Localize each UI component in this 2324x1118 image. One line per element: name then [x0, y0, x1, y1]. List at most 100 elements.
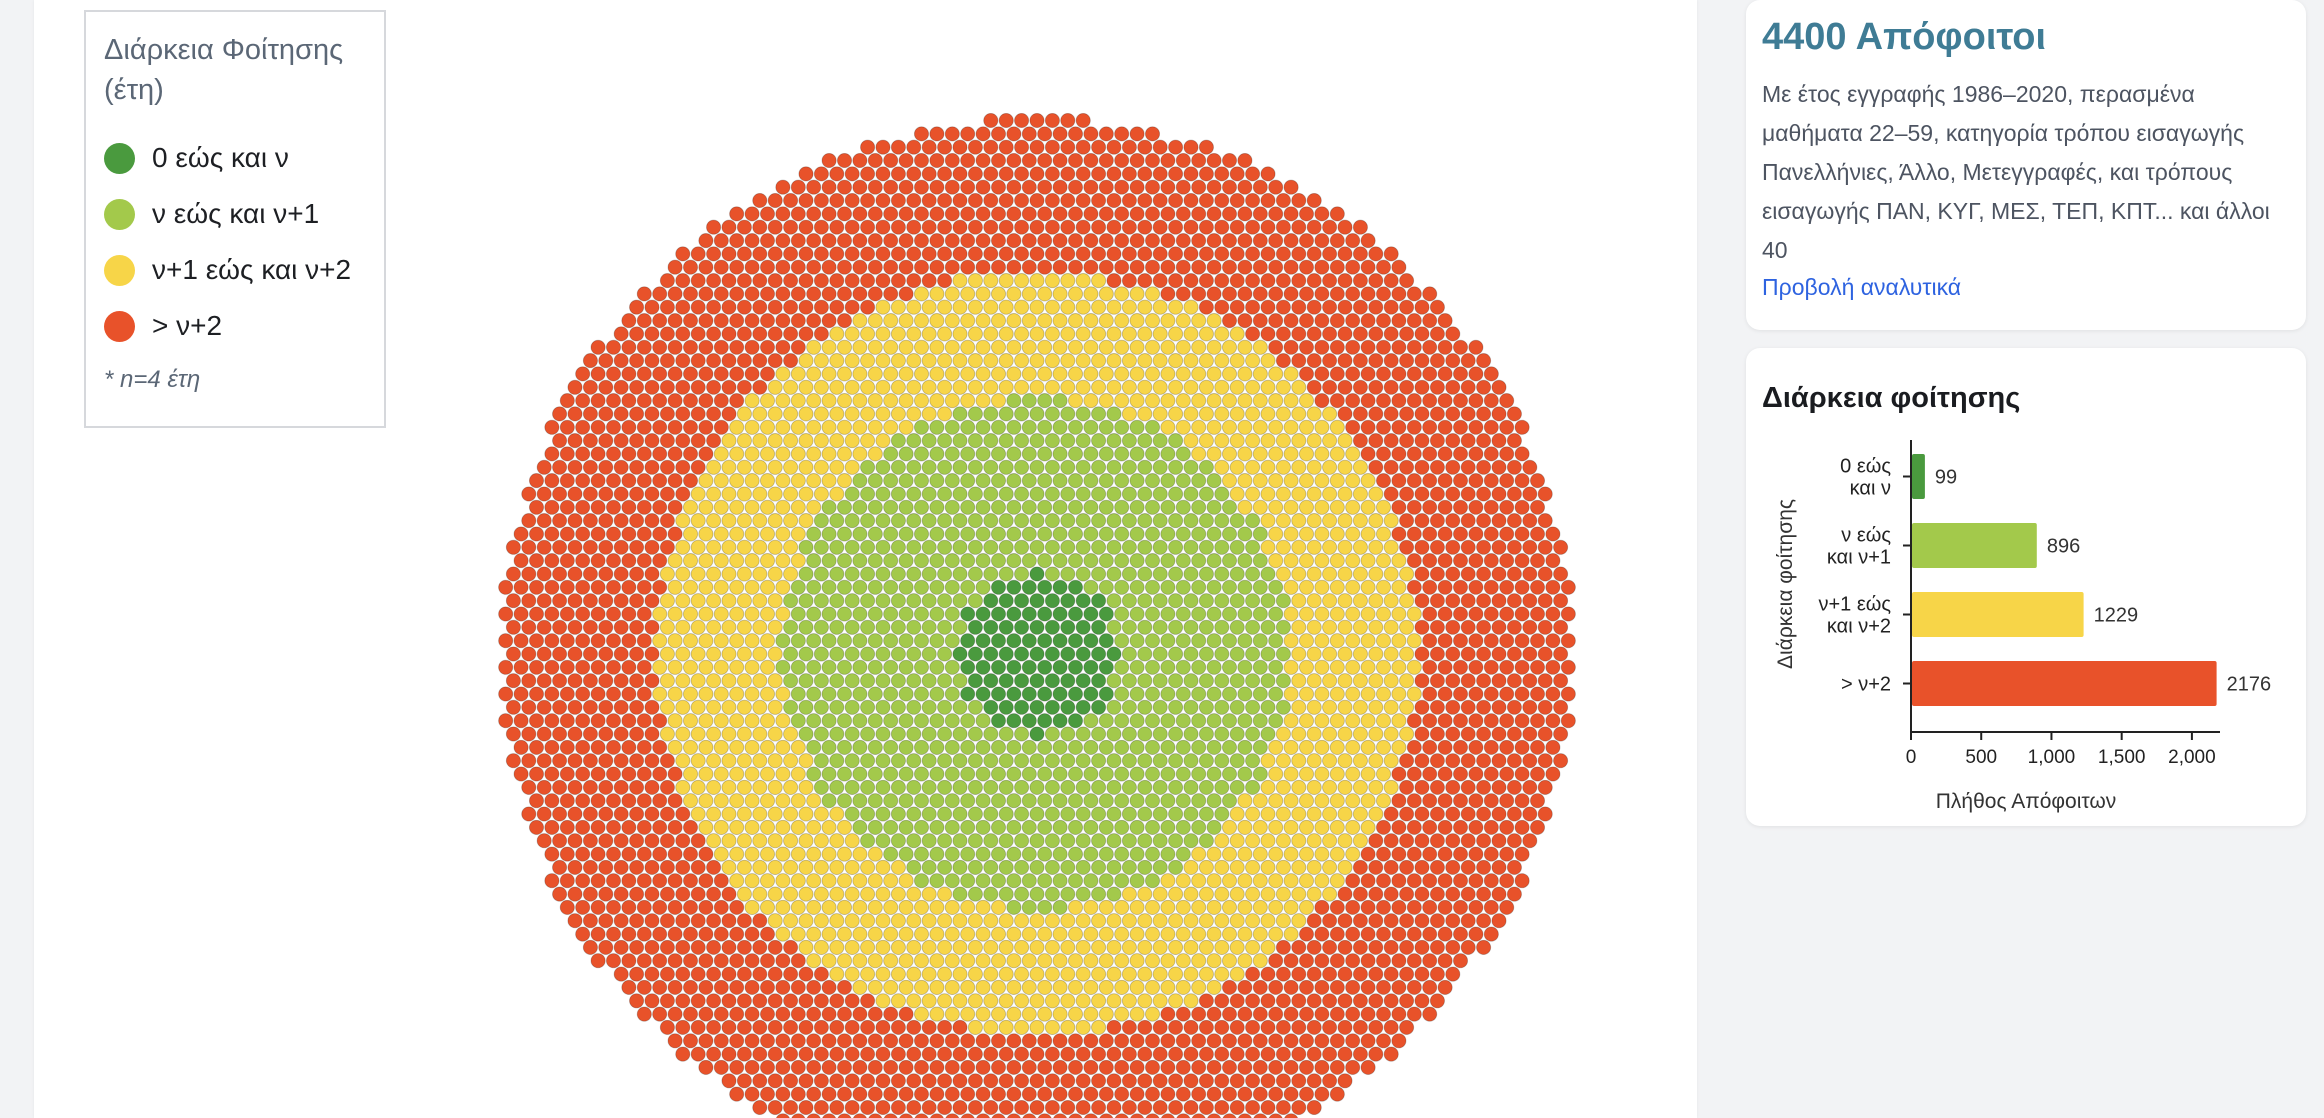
graduate-dot[interactable] [1214, 913, 1230, 929]
graduate-dot[interactable] [1067, 606, 1084, 622]
graduate-dot[interactable] [736, 1019, 752, 1035]
graduate-dot[interactable] [1214, 219, 1230, 235]
graduate-dot[interactable] [567, 433, 583, 449]
graduate-dot[interactable] [1144, 633, 1161, 649]
graduate-dot[interactable] [813, 913, 829, 929]
graduate-dot[interactable] [552, 539, 568, 555]
graduate-dot[interactable] [1268, 499, 1284, 515]
graduate-dot[interactable] [1014, 112, 1030, 129]
graduate-dot[interactable] [806, 953, 822, 969]
graduate-dot[interactable] [1460, 619, 1476, 635]
graduate-dot[interactable] [1237, 846, 1253, 862]
graduate-dot[interactable] [1283, 393, 1299, 409]
graduate-dot[interactable] [1291, 1019, 1307, 1035]
graduate-dot[interactable] [1514, 579, 1530, 595]
graduate-dot[interactable] [682, 499, 699, 515]
graduate-dot[interactable] [890, 619, 906, 635]
graduate-dot[interactable] [913, 553, 930, 569]
graduate-dot[interactable] [836, 526, 853, 542]
graduate-dot[interactable] [690, 619, 706, 635]
graduate-dot[interactable] [598, 859, 614, 875]
graduate-dot[interactable] [806, 579, 822, 595]
graduate-dot[interactable] [1014, 993, 1030, 1009]
graduate-dot[interactable] [1144, 419, 1161, 435]
graduate-dot[interactable] [613, 966, 629, 982]
graduate-dot[interactable] [1098, 313, 1114, 329]
graduate-dot[interactable] [1006, 233, 1022, 249]
graduate-dot[interactable] [1183, 1046, 1199, 1062]
graduate-dot[interactable] [752, 993, 768, 1009]
graduate-dot[interactable] [952, 219, 968, 235]
graduate-dot[interactable] [783, 1099, 799, 1116]
graduate-dot[interactable] [890, 593, 906, 609]
graduate-dot[interactable] [1221, 873, 1238, 889]
graduate-dot[interactable] [1322, 539, 1338, 555]
graduate-dot[interactable] [575, 926, 591, 942]
graduate-dot[interactable] [867, 499, 883, 515]
graduate-dot[interactable] [1329, 446, 1345, 462]
graduate-dot[interactable] [890, 806, 906, 822]
graduate-dot[interactable] [544, 819, 560, 835]
graduate-dot[interactable] [775, 1113, 790, 1118]
graduate-dot[interactable] [690, 1019, 706, 1035]
graduate-dot[interactable] [1106, 166, 1122, 182]
graduate-dot[interactable] [1291, 1099, 1307, 1116]
graduate-dot[interactable] [744, 1033, 760, 1049]
graduate-dot[interactable] [675, 433, 691, 449]
graduate-dot[interactable] [659, 833, 675, 849]
graduate-dot[interactable] [1337, 299, 1353, 315]
graduate-dot[interactable] [752, 299, 768, 315]
graduate-dot[interactable] [1476, 673, 1492, 689]
graduate-dot[interactable] [721, 459, 737, 475]
graduate-dot[interactable] [852, 233, 868, 249]
graduate-dot[interactable] [1083, 233, 1099, 249]
graduate-dot[interactable] [1206, 206, 1222, 222]
graduate-dot[interactable] [1306, 246, 1322, 262]
graduate-dot[interactable] [1452, 846, 1469, 862]
graduate-dot[interactable] [1183, 833, 1199, 849]
graduate-dot[interactable] [1337, 939, 1353, 955]
graduate-dot[interactable] [759, 686, 776, 702]
graduate-dot[interactable] [1514, 686, 1530, 702]
graduate-dot[interactable] [806, 206, 822, 222]
graduate-dot[interactable] [1445, 619, 1461, 635]
graduate-dot[interactable] [867, 233, 883, 249]
graduate-dot[interactable] [1106, 139, 1122, 155]
graduate-dot[interactable] [1314, 526, 1330, 542]
graduate-dot[interactable] [636, 419, 652, 435]
graduate-dot[interactable] [1506, 833, 1522, 849]
graduate-dot[interactable] [1021, 526, 1037, 542]
graduate-dot[interactable] [937, 406, 953, 422]
graduate-dot[interactable] [898, 526, 914, 542]
graduate-dot[interactable] [806, 713, 822, 729]
graduate-dot[interactable] [937, 539, 953, 555]
graduate-dot[interactable] [1029, 459, 1045, 475]
graduate-dot[interactable] [890, 699, 906, 715]
graduate-dot[interactable] [1091, 753, 1107, 769]
graduate-dot[interactable] [690, 939, 706, 955]
graduate-dot[interactable] [675, 939, 691, 955]
graduate-dot[interactable] [1029, 1046, 1045, 1062]
graduate-dot[interactable] [552, 646, 568, 662]
graduate-dot[interactable] [1206, 526, 1222, 542]
graduate-dot[interactable] [1060, 699, 1076, 715]
graduate-dot[interactable] [1352, 326, 1368, 342]
graduate-dot[interactable] [1252, 659, 1268, 675]
graduate-dot[interactable] [967, 619, 983, 635]
graduate-dot[interactable] [1221, 419, 1238, 435]
graduate-dot[interactable] [821, 1033, 837, 1049]
graduate-dot[interactable] [1322, 459, 1338, 475]
graduate-dot[interactable] [636, 499, 652, 515]
graduate-dot[interactable] [852, 1113, 867, 1118]
graduate-dot[interactable] [806, 766, 822, 782]
graduate-dot[interactable] [1137, 699, 1153, 715]
graduate-dot[interactable] [1329, 633, 1345, 649]
graduate-dot[interactable] [605, 873, 622, 889]
graduate-dot[interactable] [1121, 379, 1137, 395]
graduate-dot[interactable] [713, 793, 729, 809]
graduate-dot[interactable] [1067, 979, 1084, 995]
graduate-dot[interactable] [1383, 593, 1399, 609]
graduate-dot[interactable] [498, 606, 514, 622]
graduate-dot[interactable] [975, 152, 991, 169]
graduate-dot[interactable] [1137, 993, 1153, 1009]
